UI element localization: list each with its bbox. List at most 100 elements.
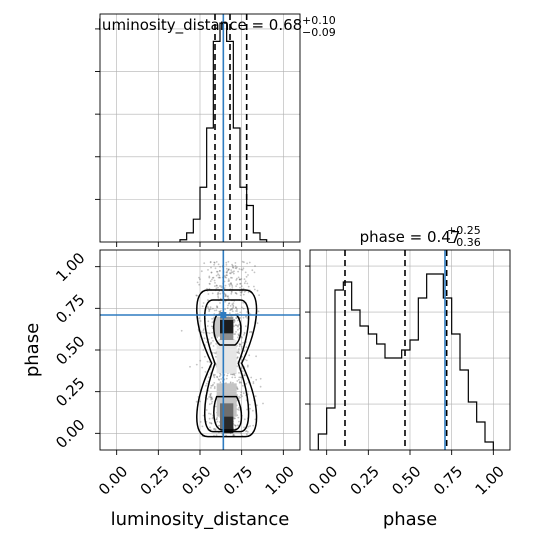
sample-point xyxy=(238,343,241,346)
sample-point xyxy=(238,378,240,381)
sample-point xyxy=(218,375,221,378)
sample-point xyxy=(234,417,237,420)
sample-point xyxy=(239,376,242,379)
contour-lines xyxy=(196,289,258,438)
sample-point xyxy=(213,386,216,388)
sample-point xyxy=(238,420,240,423)
sample-point xyxy=(262,402,264,405)
x-tick-label: 0.50 xyxy=(178,462,214,498)
y-tick-label: 0.50 xyxy=(52,332,88,368)
sample-point xyxy=(215,309,218,312)
x-tick-label: 0.75 xyxy=(220,462,256,498)
sample-point xyxy=(232,433,235,436)
sample-point xyxy=(206,398,209,400)
sample-point xyxy=(238,381,241,384)
sample-point xyxy=(218,312,221,315)
sample-point xyxy=(235,292,238,295)
sample-point xyxy=(237,416,240,419)
sample-point xyxy=(211,400,214,403)
sample-point xyxy=(214,282,216,284)
sample-point xyxy=(250,330,252,333)
sample-point xyxy=(203,337,206,340)
sample-point xyxy=(216,306,219,309)
sample-point xyxy=(253,285,255,288)
sample-point xyxy=(230,283,233,286)
sample-point xyxy=(216,305,218,308)
sample-point xyxy=(242,316,245,319)
sample-point xyxy=(232,266,235,269)
sample-point xyxy=(244,271,247,274)
sample-point xyxy=(225,261,228,264)
sample-point xyxy=(206,382,208,385)
sample-point xyxy=(242,293,245,296)
sample-point xyxy=(217,296,220,299)
phase-histogram-line xyxy=(317,273,494,450)
sample-point xyxy=(231,307,233,310)
sample-point xyxy=(231,376,234,379)
sample-point xyxy=(233,321,236,324)
sample-point xyxy=(236,266,238,268)
luminosity-distance-title-upper: +0.10 xyxy=(302,14,336,27)
sample-point xyxy=(212,276,215,279)
sample-point xyxy=(220,285,222,287)
sample-point xyxy=(226,307,229,309)
sample-point xyxy=(219,381,222,384)
sample-point xyxy=(239,362,242,364)
sample-point xyxy=(254,265,256,267)
sample-point xyxy=(217,263,220,266)
sample-point xyxy=(240,391,243,393)
sample-point xyxy=(205,384,207,387)
sample-point xyxy=(213,352,216,354)
sample-point xyxy=(206,325,209,327)
sample-point xyxy=(240,268,243,271)
sample-point xyxy=(235,279,238,281)
sample-point xyxy=(238,407,240,409)
sample-point xyxy=(211,276,214,279)
sample-point xyxy=(209,306,212,309)
sample-point xyxy=(231,286,234,288)
sample-point xyxy=(215,352,218,355)
sample-point xyxy=(239,278,241,281)
sample-point xyxy=(210,422,213,424)
sample-point xyxy=(231,291,233,293)
sample-point xyxy=(236,308,238,310)
x-tick-label: 0.75 xyxy=(430,462,466,498)
sample-point xyxy=(227,295,229,297)
sample-point xyxy=(209,394,212,397)
phase-title: phase = 0.47 xyxy=(360,228,461,246)
sample-point xyxy=(235,324,238,327)
sample-point xyxy=(225,267,228,270)
sample-point xyxy=(240,432,243,435)
sample-point xyxy=(240,291,243,293)
sample-point xyxy=(198,283,201,286)
sample-point xyxy=(248,331,251,333)
sample-point xyxy=(231,284,234,287)
sample-point xyxy=(216,306,219,308)
sample-point xyxy=(242,341,245,344)
sample-point xyxy=(243,290,246,293)
sample-point xyxy=(243,426,246,429)
sample-point xyxy=(227,304,229,307)
sample-point xyxy=(230,276,232,279)
sample-point xyxy=(216,336,219,339)
sample-point xyxy=(208,310,211,313)
sample-point xyxy=(227,278,230,280)
sample-point xyxy=(196,294,198,297)
quantile-lines xyxy=(214,14,248,242)
sample-point xyxy=(243,331,246,334)
sample-point xyxy=(228,268,230,271)
sample-point xyxy=(213,261,216,264)
sample-point xyxy=(231,310,234,313)
sample-point xyxy=(208,412,210,415)
sample-point xyxy=(252,382,255,385)
sample-point xyxy=(207,307,210,309)
sample-point xyxy=(238,372,240,374)
sample-point xyxy=(215,418,218,421)
sample-point xyxy=(234,324,237,326)
sample-point xyxy=(208,403,211,406)
quantile-lines xyxy=(344,250,448,450)
sample-point xyxy=(247,390,249,393)
sample-point xyxy=(217,291,220,294)
sample-point xyxy=(210,422,213,425)
sample-point xyxy=(246,433,248,436)
